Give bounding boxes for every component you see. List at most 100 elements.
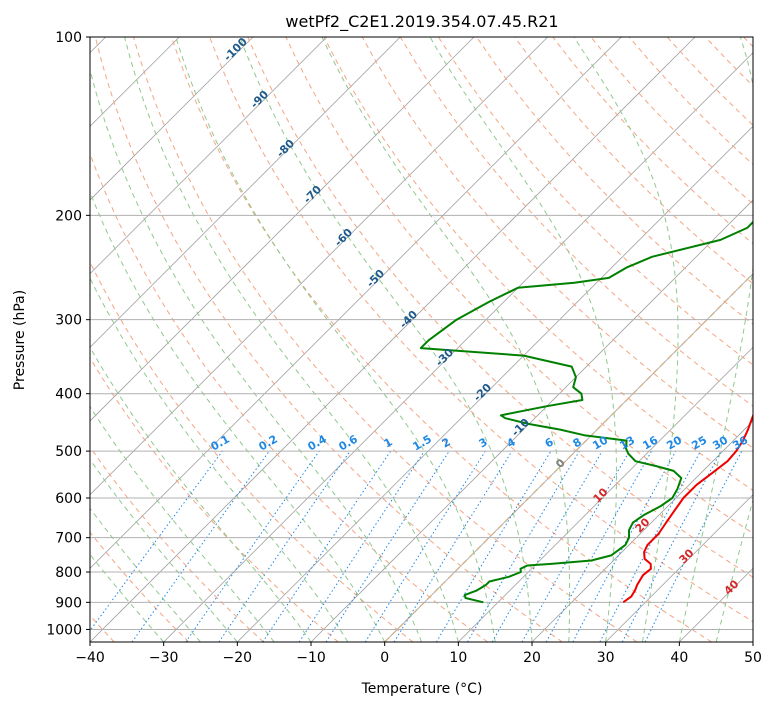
dry-adiabat-label: -60: [332, 226, 355, 249]
y-tick-label: 100: [55, 30, 82, 46]
isotherm-line: [679, 567, 753, 642]
dry-adiabat-line: [399, 37, 753, 407]
mixing-ratio-label: 30: [710, 433, 730, 452]
mixing-ratio-label: 36: [730, 433, 750, 452]
dry-adiabat-label: -70: [301, 183, 324, 206]
y-tick-label: 200: [55, 208, 82, 224]
dry-adiabat-label: -80: [274, 137, 297, 160]
dry-adiabat-line: [743, 37, 753, 48]
mixing-ratio-line: [218, 450, 351, 642]
dry-adiabat-line: [90, 356, 339, 642]
isotherm-line: [90, 37, 254, 201]
dry-adiabat-line: [247, 37, 753, 578]
moist-adiabat-line: [124, 37, 459, 642]
moist-adiabat-line: [90, 405, 275, 642]
mixing-ratio-line: [90, 450, 223, 632]
isotherm-line: [531, 420, 753, 642]
mixing-ratio-line: [364, 450, 486, 642]
y-tick-label: 600: [55, 491, 82, 507]
dry-adiabat-line: [514, 37, 753, 285]
dry-adiabat-line: [90, 260, 414, 642]
isotherm-line: [605, 494, 753, 642]
moist-adiabat-line: [573, 37, 679, 642]
x-tick-label: 10: [449, 650, 467, 666]
isotherm-line: [237, 125, 753, 642]
y-tick-label: 300: [55, 313, 82, 329]
moist-adiabat-line: [90, 190, 386, 642]
isotherm-line: [163, 52, 753, 642]
isotherm-line: [90, 37, 401, 348]
y-tick-label: 400: [55, 387, 82, 403]
x-tick-label: −40: [75, 650, 105, 666]
mixing-ratio-label: 16: [640, 433, 660, 452]
moist-adiabat-line: [321, 37, 571, 642]
moist-adiabat-line: [90, 507, 201, 642]
isotherm-line: [90, 37, 622, 569]
moist-adiabat-label: 30: [677, 546, 697, 566]
mixing-ratio-label: 25: [689, 434, 709, 453]
y-tick-label: 500: [55, 444, 82, 460]
dry-adiabat-line: [704, 37, 753, 87]
line-labels: -100-90-80-70-60-50-40-30-20-100.1 0.2 0.4…: [209, 35, 751, 598]
mixing-ratio-label: 20: [664, 433, 684, 452]
x-tick-label: 40: [670, 650, 688, 666]
temperature-profile: [622, 413, 753, 604]
series-layer: [419, 220, 753, 604]
mixing-ratio-label: 3: [477, 435, 490, 450]
background-lines: [90, 37, 753, 642]
y-axis: 100 200 300 400 500 600 700 800 900 1000: [46, 30, 90, 638]
isotherm-line: [384, 273, 753, 642]
x-tick-label: 0: [380, 650, 389, 666]
isotherm-line: [458, 346, 753, 642]
y-tick-label: 700: [55, 531, 82, 547]
dry-adiabat-line: [209, 37, 753, 623]
x-tick-label: 30: [597, 650, 615, 666]
x-tick-label: 50: [744, 650, 762, 666]
dry-adiabat-label: -40: [397, 308, 420, 331]
mixing-ratio-line: [185, 450, 320, 642]
dry-adiabat-label: -90: [248, 88, 271, 111]
mixing-ratio-line: [262, 450, 392, 642]
mixing-ratio-label: 0.4: [306, 432, 330, 453]
grid: [90, 36, 753, 630]
y-tick-label: 800: [55, 565, 82, 581]
mixing-ratio-label: 2: [440, 435, 453, 450]
mixing-ratio-label: 1: [382, 435, 395, 450]
dry-adiabat-line: [94, 37, 563, 642]
moist-adiabat-label: 10: [591, 485, 611, 505]
dry-adiabat-line: [437, 37, 753, 366]
dewpoint-profile: [419, 220, 753, 604]
moist-adiabat-line: [90, 458, 238, 642]
moist-adiabat-line: [429, 37, 617, 642]
mixing-ratio-line: [325, 450, 450, 642]
x-axis-label: Temperature (°C): [361, 681, 483, 697]
dry-adiabat-line: [90, 531, 190, 642]
isotherm-line: [752, 641, 753, 642]
isotherm-line: [90, 37, 327, 275]
dry-adiabat-label: -20: [471, 381, 494, 404]
isotherm-line: [310, 199, 753, 642]
x-tick-label: 20: [523, 650, 541, 666]
dry-adiabat-line: [90, 152, 488, 642]
zero-label: 0: [553, 456, 568, 471]
mixing-ratio-line: [467, 450, 580, 642]
mixing-ratio-line: [435, 450, 552, 642]
dry-adiabat-line: [171, 37, 712, 642]
zero-isotherm-line: [384, 272, 753, 642]
x-axis: −40 −30 −20 −10 0 10 20 30 40 50: [75, 642, 762, 666]
dry-adiabat-label: -50: [364, 267, 387, 290]
x-tick-label: −30: [149, 650, 179, 666]
moist-adiabat-line: [90, 346, 312, 642]
plot-frame: [89, 36, 754, 643]
moist-adiabat-line: [90, 67, 422, 642]
mixing-ratio-label: 0.6: [337, 432, 361, 453]
isotherm-line: [90, 37, 475, 422]
y-axis-label: Pressure (hPa): [12, 290, 28, 390]
mixing-ratio-line: [298, 450, 425, 642]
x-tick-label: −20: [223, 650, 253, 666]
mixing-ratio-label: 1.5: [411, 432, 434, 453]
mixing-ratio-line: [545, 450, 653, 642]
moist-adiabat-line: [715, 498, 753, 642]
mixing-ratio-line: [393, 450, 513, 642]
y-tick-label: 900: [55, 595, 82, 611]
